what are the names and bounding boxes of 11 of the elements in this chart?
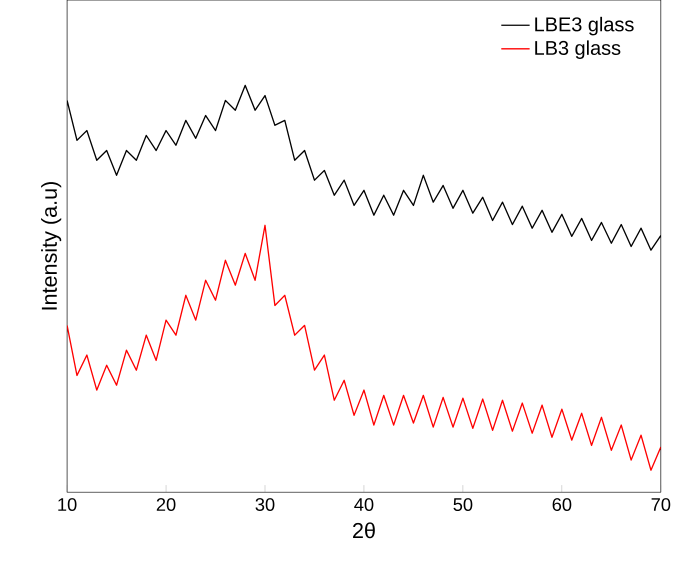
legend-label: LBE3 glass bbox=[535, 16, 634, 36]
x-tick-label: 40 bbox=[354, 498, 374, 511]
x-tick-label: 70 bbox=[652, 498, 670, 511]
y-axis-title: Intensity (a.u) bbox=[41, 182, 62, 310]
x-tick-label: 10 bbox=[58, 498, 77, 511]
x-tick-label: 20 bbox=[156, 498, 176, 511]
x-tick-label: 30 bbox=[256, 498, 274, 511]
x-tick-label: 50 bbox=[453, 498, 472, 511]
x-tick-label: 60 bbox=[552, 498, 572, 511]
x-axis-title: 2θ bbox=[353, 522, 375, 538]
legend-label: LB3 glass bbox=[535, 40, 620, 59]
